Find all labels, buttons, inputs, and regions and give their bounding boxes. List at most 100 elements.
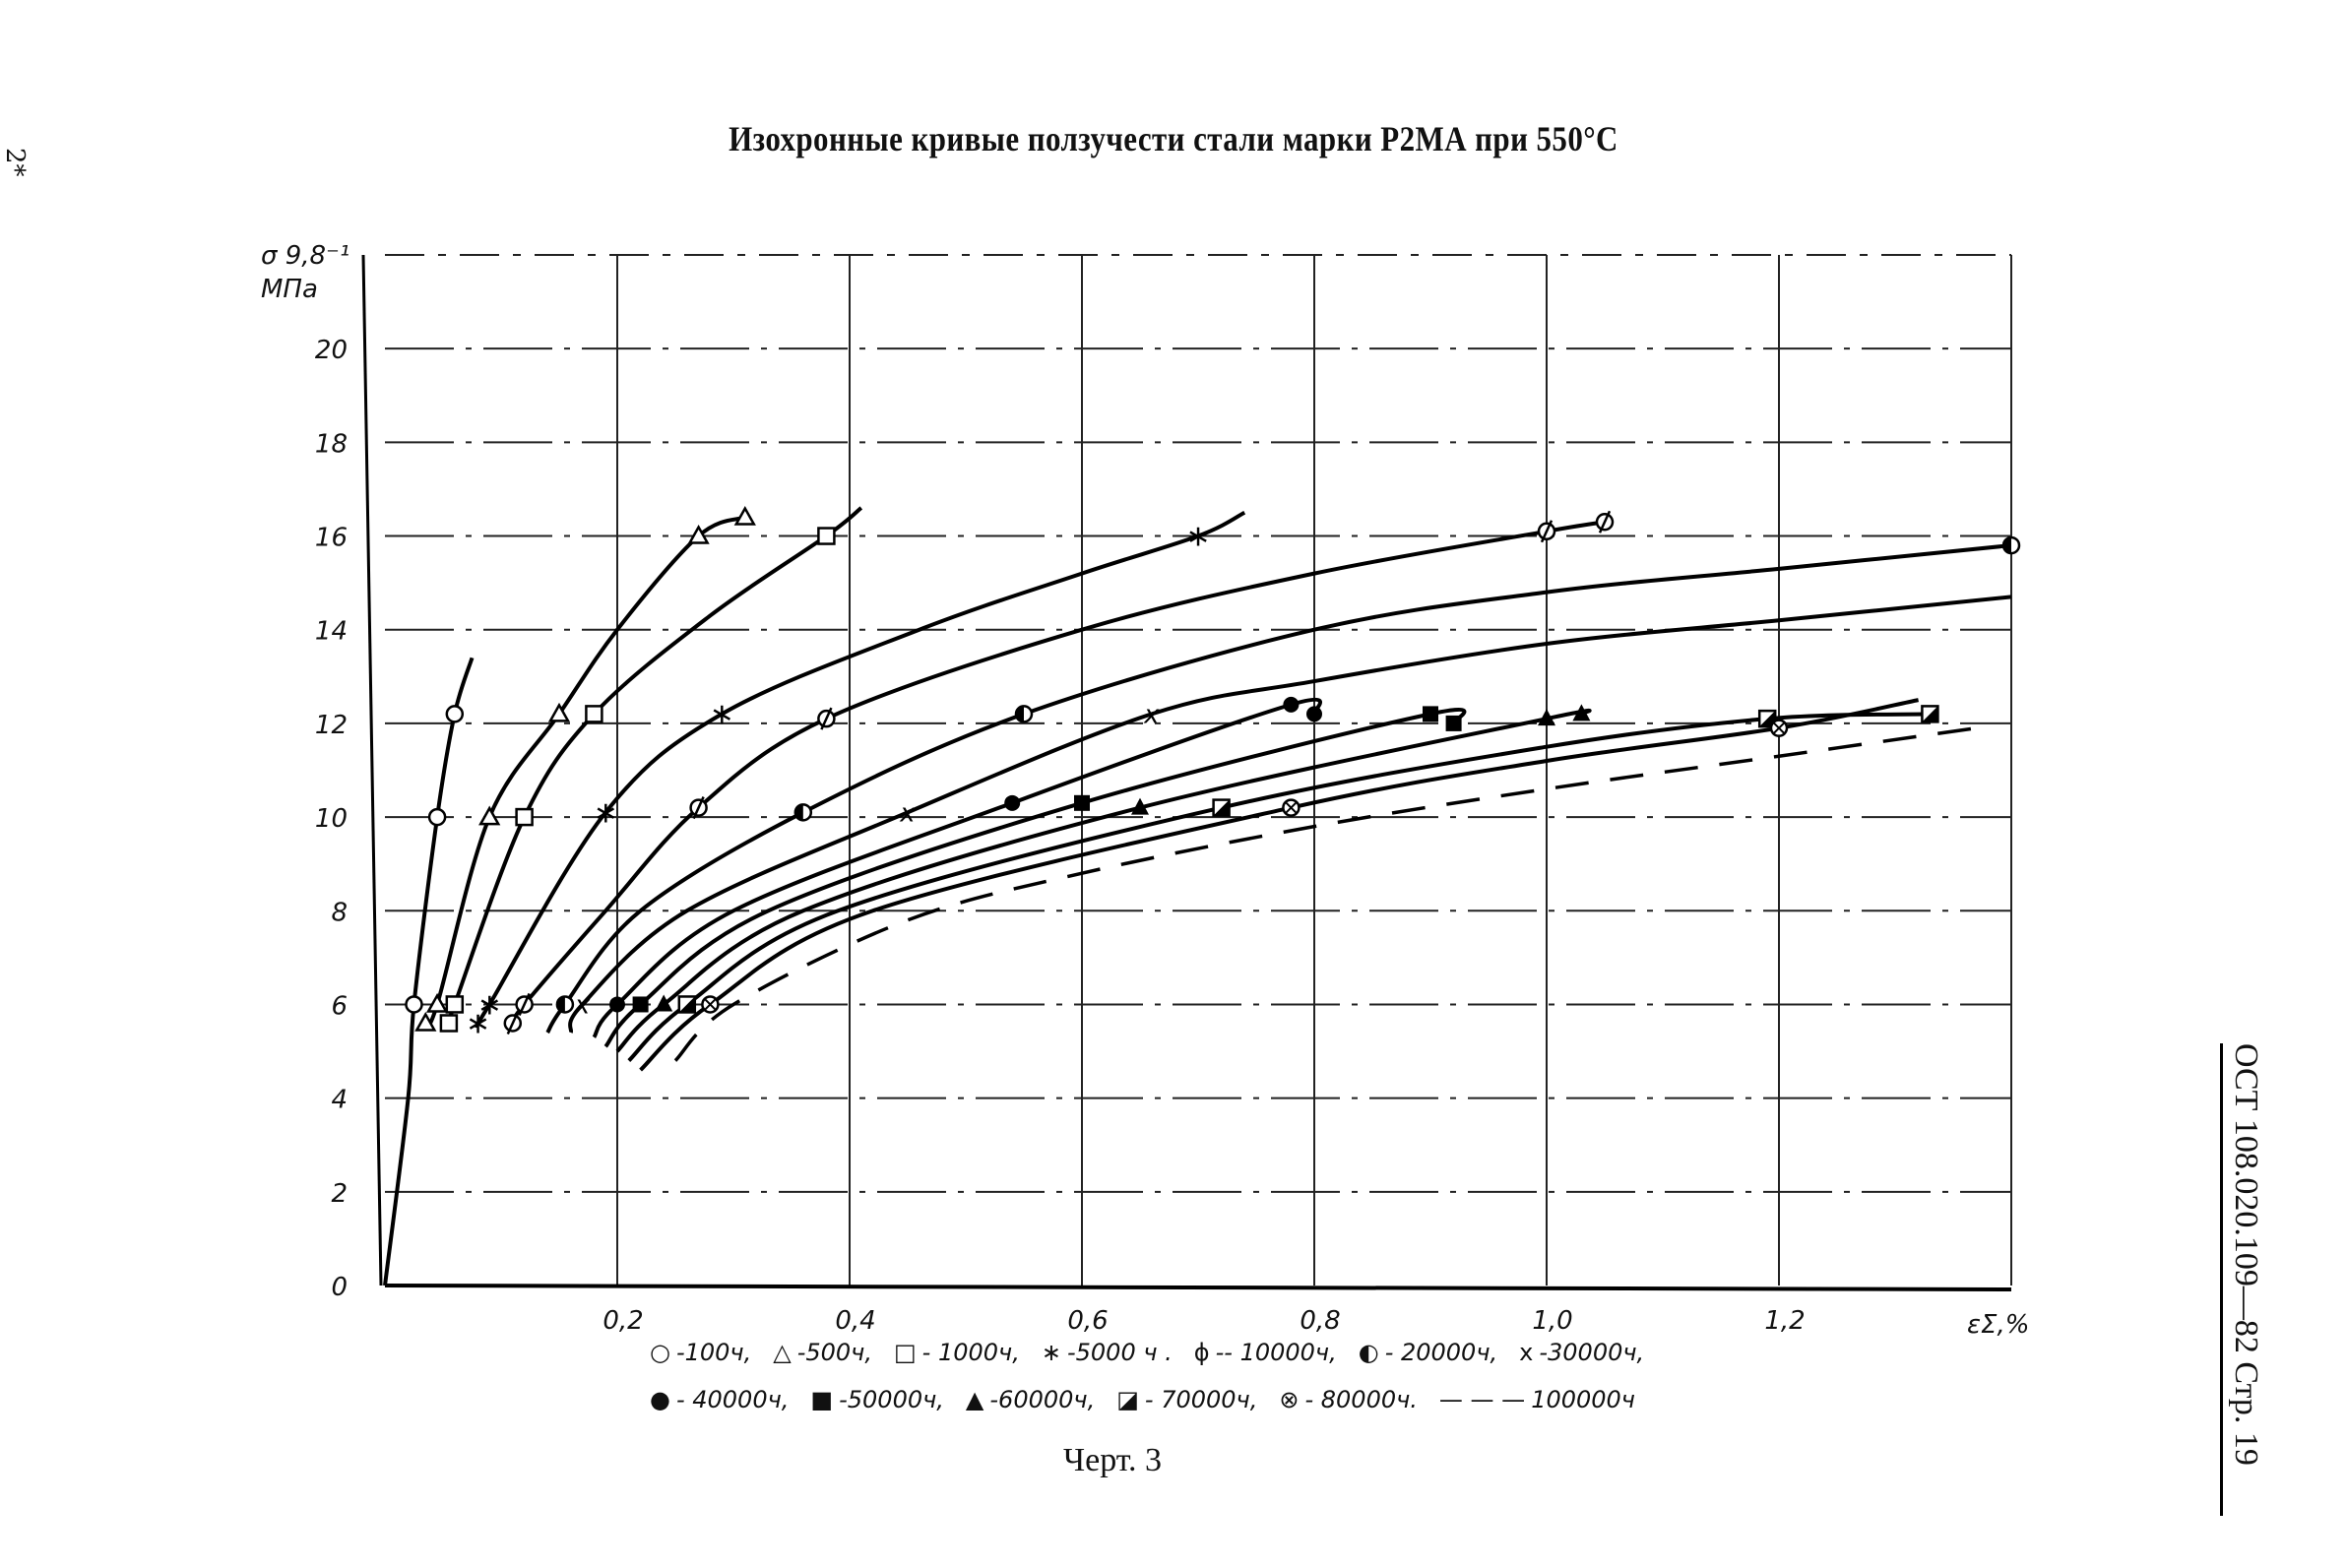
chart-markers: ∗∗∗∗∗xxx	[405, 505, 2021, 1040]
legend-symbol-icon: ◐	[1358, 1339, 1379, 1366]
marker-circle-filled	[1306, 706, 1322, 722]
marker-triangle-open	[478, 805, 501, 826]
marker-circle-filled	[609, 996, 625, 1013]
marker-x: x	[899, 798, 916, 828]
legend-label: -500ч,	[796, 1339, 872, 1366]
x-axis-label: εΣ,%	[1967, 1310, 2029, 1340]
y-axis-label: σ 9,8⁻¹	[261, 241, 349, 271]
legend-item: ● - 40000ч,	[650, 1386, 789, 1413]
legend-label: -60000ч,	[989, 1386, 1096, 1413]
legend-item: ⊗ - 80000ч.	[1279, 1386, 1418, 1413]
curve-70000ч	[627, 712, 1931, 1062]
marker-circle-open	[405, 995, 423, 1014]
legend-item: ○ -100ч,	[650, 1339, 751, 1366]
y-tick-label: 14	[315, 617, 348, 647]
legend-item: ϕ -- 10000ч,	[1194, 1339, 1337, 1366]
y-tick-label: 16	[315, 524, 348, 553]
marker-star: ∗	[477, 987, 502, 1022]
legend-symbol-icon: □	[893, 1339, 917, 1366]
legend-symbol-icon: ◪	[1116, 1386, 1139, 1413]
curve-5000ч	[475, 510, 1246, 1029]
curve-100000ч	[673, 725, 1977, 1062]
x-tick-label: 1,2	[1764, 1306, 1805, 1336]
y-tick-label: 20	[315, 336, 348, 365]
legend-symbol-icon: ■	[810, 1386, 834, 1413]
x-tick-label: 1,0	[1532, 1306, 1572, 1336]
figure-caption: Черт. 3	[1063, 1442, 1163, 1478]
marker-triangle-filled	[655, 994, 673, 1012]
marker-star: ∗	[594, 795, 618, 830]
marker-triangle-filled	[1572, 704, 1591, 721]
marker-triangle-open	[733, 505, 756, 526]
legend-label: -100ч,	[675, 1339, 752, 1366]
marker-square-open	[439, 1014, 459, 1033]
curve-10000ч	[510, 520, 1606, 1025]
chart-title: Изохронные кривые ползучести стали марки…	[729, 119, 1618, 158]
legend-label: 100000ч	[1531, 1386, 1635, 1413]
curve-30000ч	[568, 595, 2012, 1034]
marker-triangle-open	[414, 1011, 437, 1032]
legend-row-2: ● - 40000ч, ■ -50000ч, ▲ -60000ч, ◪ - 70000ч, ⊗ -…	[650, 1376, 1666, 1423]
legend-label: -- 10000ч,	[1215, 1339, 1337, 1366]
marker-square-filled	[1074, 794, 1090, 811]
legend-item: ◐ - 20000ч,	[1359, 1339, 1497, 1366]
marker-square-open	[515, 807, 534, 827]
chart-grid	[385, 254, 2012, 1286]
y-axis	[361, 254, 383, 1286]
y-tick-label: 10	[315, 804, 348, 834]
legend-label: - 1000ч,	[921, 1339, 1020, 1366]
legend-symbol-icon: ϕ	[1193, 1339, 1210, 1366]
marker-triangle-filled	[1538, 709, 1555, 726]
legend-item: ▲ -60000ч,	[966, 1386, 1095, 1413]
legend-label: - 40000ч,	[675, 1386, 790, 1413]
y-tick-label: 12	[315, 711, 348, 740]
legend-symbol-icon: ▲	[965, 1386, 984, 1413]
marker-star: ∗	[1185, 520, 1210, 554]
legend-symbol-icon: — — —	[1438, 1386, 1526, 1413]
chart-labels: 0 2 4 6 8 10 12 14 16 18 20 0,2 0,4 0,6 0,8 1,0 1,2 σ 9,8…	[261, 241, 2029, 1340]
curve-60000ч	[615, 708, 1592, 1053]
legend-item: ■ -50000ч,	[810, 1386, 944, 1413]
x-tick-label: 0,6	[1067, 1306, 1108, 1336]
marker-square-filled	[632, 996, 649, 1013]
x-tick-label: 0,2	[603, 1306, 643, 1336]
y-tick-label: 4	[331, 1086, 348, 1115]
legend-symbol-icon: ○	[650, 1339, 670, 1366]
marker-square-open	[585, 705, 603, 723]
y-axis-unit: МПа	[261, 275, 318, 304]
curve-20000ч	[545, 543, 2012, 1035]
marker-square-open	[445, 995, 465, 1014]
y-tick-label: 6	[331, 991, 348, 1021]
legend-item: ◪ - 70000ч,	[1116, 1386, 1257, 1413]
chart-axes	[361, 254, 2012, 1291]
legend-item: ∗ -5000 ч .	[1042, 1339, 1173, 1366]
marker-triangle-open	[547, 702, 571, 722]
legend-item: — — —100000ч	[1439, 1386, 1635, 1413]
legend-label: - 20000ч,	[1384, 1339, 1498, 1366]
marker-circle-open	[427, 807, 447, 827]
legend-symbol-icon: ⊗	[1279, 1386, 1300, 1413]
x-tick-label: 0,8	[1300, 1306, 1340, 1336]
x-tick-label: 0,4	[835, 1306, 875, 1336]
marker-circle-open	[445, 705, 465, 723]
marker-x: x	[574, 990, 591, 1020]
legend-label: -5000 ч .	[1066, 1339, 1173, 1366]
legend-row-1: ○ -100ч, △ -500ч, □ - 1000ч, ∗ -5000 ч . ϕ -- 100…	[650, 1329, 1666, 1376]
marker-star: ∗	[466, 1006, 490, 1040]
marker-triangle-open	[687, 524, 710, 544]
legend-label: - 80000ч.	[1304, 1386, 1418, 1413]
y-tick-label: 2	[331, 1179, 348, 1209]
y-tick-label: 8	[331, 898, 348, 927]
legend-item: □ - 1000ч,	[894, 1339, 1020, 1366]
marker-circle-filled	[1004, 794, 1021, 811]
marker-star: ∗	[710, 697, 734, 731]
y-tick-label: 18	[315, 429, 348, 459]
marker-x: x	[1143, 700, 1160, 729]
legend-label: -50000ч,	[839, 1386, 944, 1413]
marker-triangle-open	[425, 992, 449, 1013]
legend-symbol-icon: x	[1519, 1339, 1534, 1366]
marker-square-filled	[1445, 715, 1462, 731]
legend-label: - 70000ч,	[1144, 1386, 1258, 1413]
legend-item: △ -500ч,	[773, 1339, 872, 1366]
